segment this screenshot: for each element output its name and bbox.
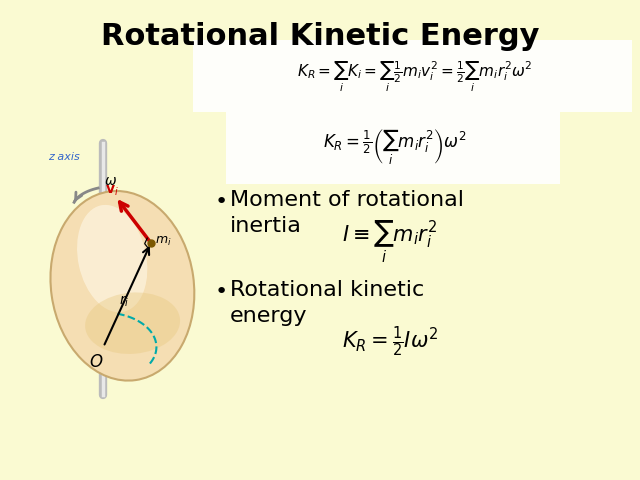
- Text: Rotational Kinetic Energy: Rotational Kinetic Energy: [100, 22, 540, 51]
- Text: z axis: z axis: [47, 152, 79, 162]
- Text: $I \equiv \sum_i m_i r_i^2$: $I \equiv \sum_i m_i r_i^2$: [342, 219, 438, 265]
- Ellipse shape: [77, 205, 147, 312]
- Text: $\omega$: $\omega$: [104, 174, 116, 188]
- Text: O: O: [90, 353, 103, 372]
- Text: $K_R = \frac{1}{2}\left(\sum_i m_i r_i^2\right)\omega^2$: $K_R = \frac{1}{2}\left(\sum_i m_i r_i^2…: [323, 127, 467, 167]
- Text: $\mathbf{v}_i$: $\mathbf{v}_i$: [106, 183, 119, 198]
- Text: Rotational kinetic
energy: Rotational kinetic energy: [230, 280, 424, 326]
- Text: $K_R = \frac{1}{2} I\omega^2$: $K_R = \frac{1}{2} I\omega^2$: [342, 325, 438, 359]
- Text: •: •: [215, 192, 228, 212]
- Text: $r_i$: $r_i$: [119, 293, 129, 309]
- FancyBboxPatch shape: [226, 112, 560, 184]
- Text: •: •: [215, 282, 228, 302]
- Text: $m_i$: $m_i$: [155, 235, 172, 249]
- Text: $K_R = \sum_i K_i = \sum_i \frac{1}{2} m_i v_i^2 = \frac{1}{2} \sum_i m_i r_i^2 : $K_R = \sum_i K_i = \sum_i \frac{1}{2} m…: [297, 60, 532, 94]
- Text: Moment of rotational
inertia: Moment of rotational inertia: [230, 190, 464, 237]
- Ellipse shape: [85, 292, 180, 354]
- FancyBboxPatch shape: [193, 40, 632, 112]
- Ellipse shape: [51, 191, 195, 381]
